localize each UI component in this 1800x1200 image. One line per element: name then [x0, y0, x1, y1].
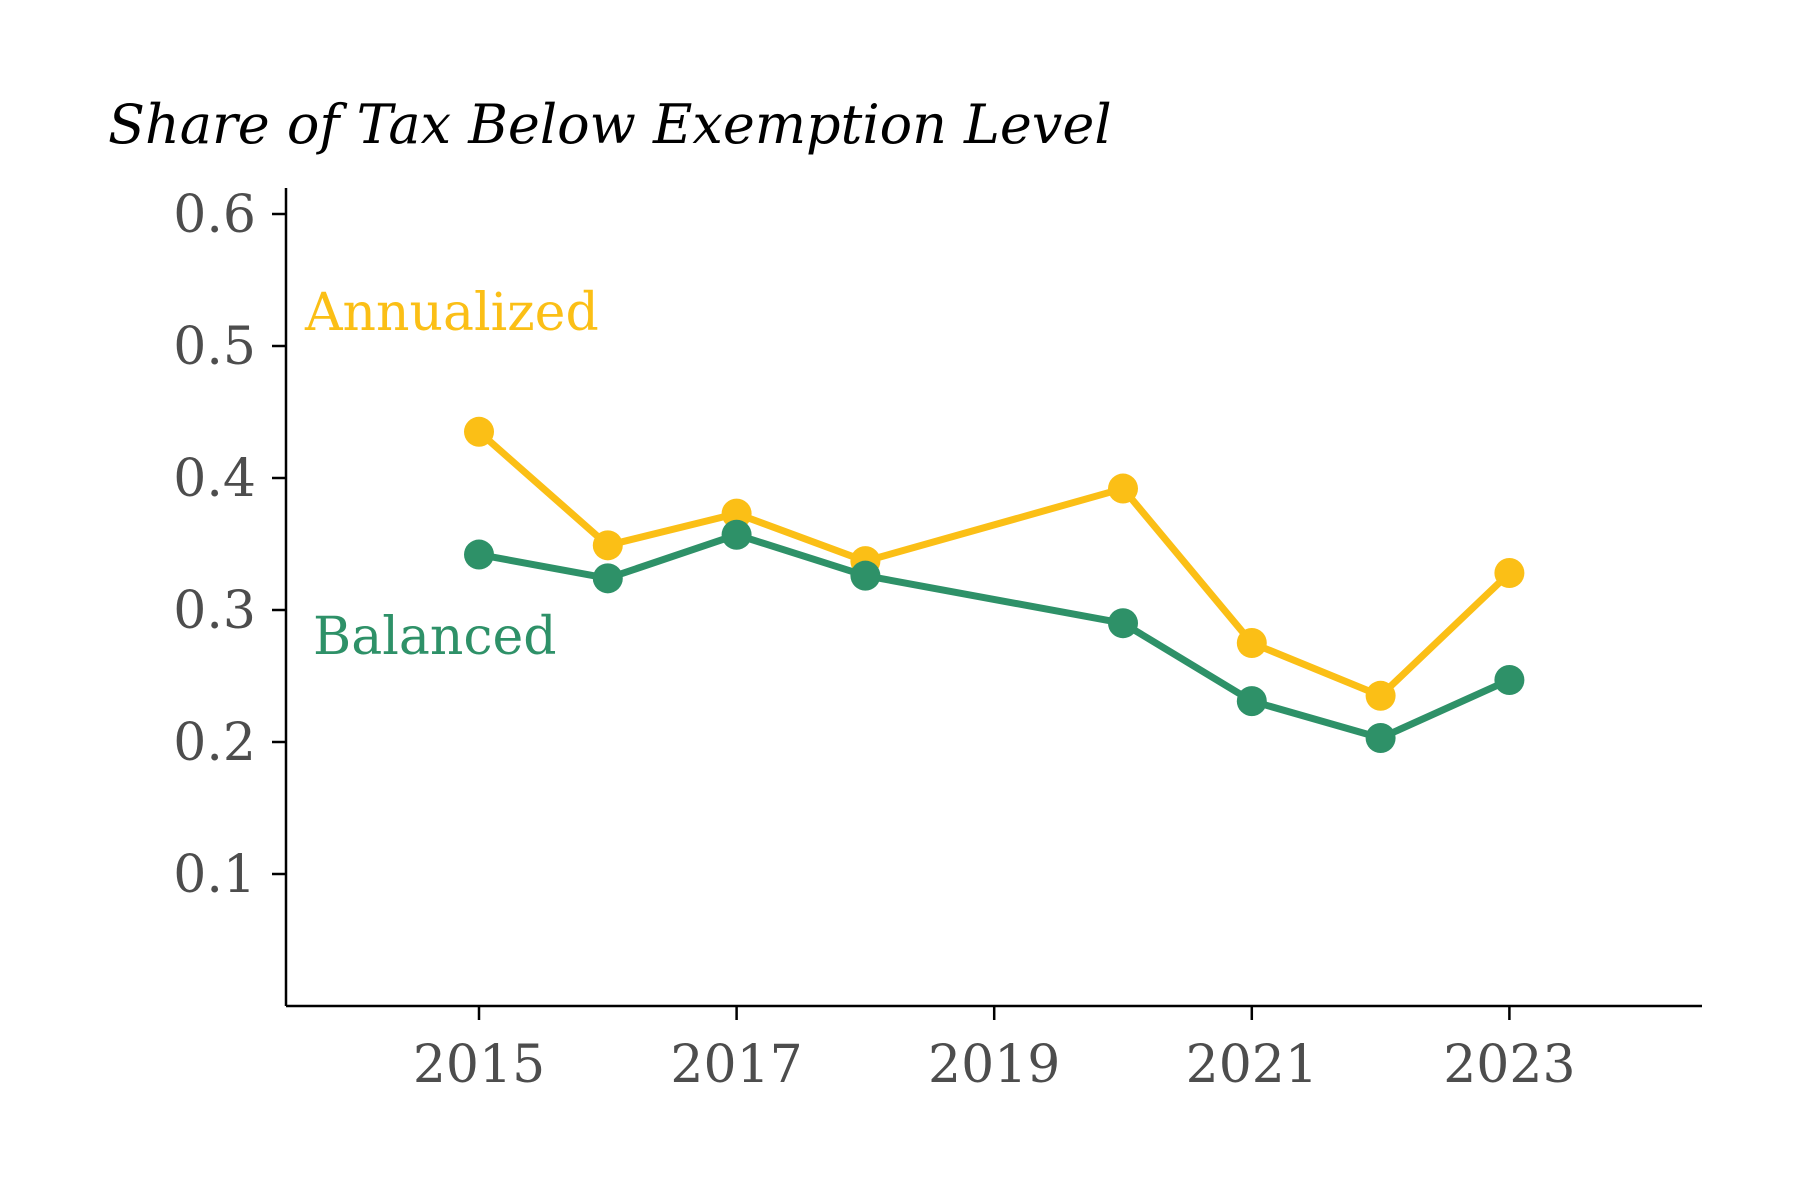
data-point-annualized [1236, 628, 1267, 658]
x-tick-label: 2019 [928, 1035, 1060, 1095]
data-point-balanced [721, 519, 752, 550]
y-tick-label: 0.1 [173, 845, 256, 905]
data-point-annualized [1365, 680, 1396, 711]
data-point-balanced [850, 560, 881, 591]
data-point-annualized [592, 530, 623, 561]
y-ticks: 0.1 0.2 0.3 0.4 0.5 0.6 [173, 185, 286, 905]
x-ticks: 2015 2017 2019 2021 2023 [413, 1006, 1576, 1095]
data-point-balanced [1108, 608, 1138, 639]
series-group [464, 416, 1525, 754]
y-tick-label: 0.4 [173, 449, 256, 509]
data-point-balanced [1494, 664, 1525, 695]
series-label-balanced: Balanced [313, 607, 557, 667]
data-point-annualized [721, 498, 752, 529]
x-tick-label: 2021 [1186, 1035, 1318, 1095]
data-point-annualized [1108, 473, 1138, 504]
series-balanced [464, 519, 1525, 754]
y-tick-label: 0.3 [173, 581, 256, 641]
x-tick-label: 2015 [413, 1035, 545, 1095]
data-point-balanced [464, 539, 494, 570]
data-point-balanced [592, 563, 623, 594]
data-point-annualized [1494, 558, 1525, 589]
y-tick-label: 0.2 [173, 713, 256, 773]
data-point-balanced [1365, 723, 1396, 754]
series-labels: Annualized Balanced [304, 283, 599, 667]
y-tick-label: 0.5 [173, 317, 256, 377]
series-annualized [464, 416, 1525, 711]
data-point-annualized [464, 416, 494, 447]
x-tick-label: 2017 [670, 1035, 802, 1095]
y-tick-label: 0.6 [173, 185, 256, 245]
series-line-annualized [475, 428, 1513, 700]
series-label-annualized: Annualized [304, 283, 599, 343]
chart-title: Share of Tax Below Exemption Level [108, 93, 1112, 156]
series-line-balanced [475, 531, 1513, 742]
x-tick-label: 2023 [1443, 1035, 1575, 1095]
data-point-balanced [1236, 686, 1267, 717]
